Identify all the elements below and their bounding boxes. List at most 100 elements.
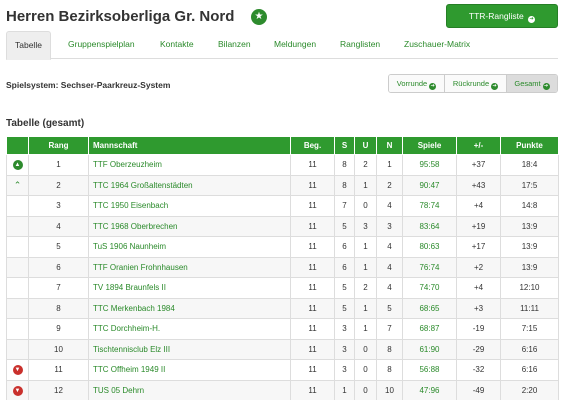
beg-cell: 11 (290, 236, 335, 258)
n-cell: 4 (376, 195, 403, 217)
team-link[interactable]: TuS 1906 Naunheim (88, 236, 291, 258)
s-cell: 1 (334, 379, 355, 400)
diff-cell: +37 (456, 154, 501, 176)
u-cell: 0 (354, 338, 377, 360)
col-beg: Beg. (290, 136, 335, 155)
team-link[interactable]: TTC 1968 Oberbrechen (88, 215, 291, 237)
move-cell (6, 236, 29, 258)
table-row: 9 TTC Dorchheim-H. 11 3 1 7 68:87 -19 7:15 (6, 318, 559, 340)
arrow-circle-icon: ➔ (542, 83, 550, 90)
chevron-up-icon: ⌃ (13, 180, 22, 191)
team-link[interactable]: TTC Dorchheim-H. (88, 318, 291, 340)
beg-cell: 11 (290, 154, 335, 176)
page-header: Herren Bezirksoberliga Gr. Nord ★ TTR-Ra… (6, 4, 558, 30)
ttr-rangliste-button[interactable]: TTR-Rangliste ➔ (446, 4, 558, 28)
spiele-link[interactable]: 95:58 (402, 154, 457, 176)
u-cell: 1 (354, 256, 377, 278)
s-cell: 5 (334, 277, 355, 299)
tab-zuschauer-matrix[interactable]: Zuschauer-Matrix (404, 39, 471, 49)
diff-cell: +43 (456, 174, 501, 196)
team-link[interactable]: TV 1894 Braunfels II (88, 277, 291, 299)
u-cell: 2 (354, 154, 377, 176)
s-cell: 7 (334, 195, 355, 217)
move-cell: ▲ (6, 154, 29, 176)
punkte-cell: 11:11 (500, 297, 559, 319)
gesamt-button[interactable]: Gesamt ➔ (507, 75, 557, 92)
move-cell: ▼ (6, 359, 29, 381)
diff-cell: -49 (456, 379, 501, 400)
spielsystem-label: Spielsystem: Sechser-Paarkreuz-System (6, 80, 171, 90)
spiele-link[interactable]: 47:96 (402, 379, 457, 400)
u-cell: 0 (354, 379, 377, 400)
diff-cell: +2 (456, 256, 501, 278)
col-diff: +/- (456, 136, 501, 155)
spiele-link[interactable]: 90:47 (402, 174, 457, 196)
tab-tabelle[interactable]: Tabelle (6, 31, 51, 60)
table-row: 4 TTC 1968 Oberbrechen 11 5 3 3 83:64 +19 13:9 (6, 215, 559, 237)
diff-cell: -19 (456, 318, 501, 340)
tab-kontakte[interactable]: Kontakte (160, 39, 194, 49)
u-cell: 0 (354, 195, 377, 217)
team-link[interactable]: TUS 05 Dehrn (88, 379, 291, 400)
team-link[interactable]: TTF Oberzeuzheim (88, 154, 291, 176)
rueckrunde-label: Rückrunde (452, 79, 490, 88)
star-icon[interactable]: ★ (251, 9, 267, 25)
spiele-link[interactable]: 61:90 (402, 338, 457, 360)
arrow-circle-icon: ➔ (429, 83, 437, 90)
spiele-link[interactable]: 78:74 (402, 195, 457, 217)
n-cell: 10 (376, 379, 403, 400)
s-cell: 3 (334, 359, 355, 381)
n-cell: 8 (376, 359, 403, 381)
move-cell (6, 256, 29, 278)
gesamt-label: Gesamt (514, 79, 541, 88)
team-link[interactable]: TTF Oranien Frohnhausen (88, 256, 291, 278)
tab-ranglisten[interactable]: Ranglisten (340, 39, 381, 49)
diff-cell: -29 (456, 338, 501, 360)
punkte-cell: 2:20 (500, 379, 559, 400)
move-cell: ▼ (6, 379, 29, 400)
team-link[interactable]: TTC Merkenbach 1984 (88, 297, 291, 319)
punkte-cell: 17:5 (500, 174, 559, 196)
beg-cell: 11 (290, 215, 335, 237)
s-cell: 8 (334, 154, 355, 176)
arrow-circle-icon: ➔ (528, 16, 536, 23)
rang-cell: 3 (28, 195, 89, 217)
spiele-link[interactable]: 74:70 (402, 277, 457, 299)
relegation-icon: ▼ (12, 385, 23, 396)
team-link[interactable]: TTC 1950 Eisenbach (88, 195, 291, 217)
team-link[interactable]: TTC 1964 Großaltenstädten (88, 174, 291, 196)
beg-cell: 11 (290, 256, 335, 278)
move-cell (6, 195, 29, 217)
tab-bilanzen[interactable]: Bilanzen (218, 39, 251, 49)
vorrunde-button[interactable]: Vorrunde ➔ (389, 75, 445, 92)
spiele-link[interactable]: 76:74 (402, 256, 457, 278)
table-row: ▲ 1 TTF Oberzeuzheim 11 8 2 1 95:58 +37 18:4 (6, 154, 559, 176)
spiele-link[interactable]: 56:88 (402, 359, 457, 381)
team-link[interactable]: Tischtennisclub Elz III (88, 338, 291, 360)
beg-cell: 11 (290, 359, 335, 381)
tab-bar: Tabelle Gruppenspielplan Kontakte Bilanz… (6, 31, 558, 60)
n-cell: 3 (376, 215, 403, 237)
spiele-link[interactable]: 80:63 (402, 236, 457, 258)
table-row: 8 TTC Merkenbach 1984 11 5 1 5 68:65 +3 11:11 (6, 297, 559, 319)
arrow-circle-icon: ➔ (491, 83, 499, 90)
team-link[interactable]: TTC Offheim 1949 II (88, 359, 291, 381)
table-row: 3 TTC 1950 Eisenbach 11 7 0 4 78:74 +4 14:8 (6, 195, 559, 217)
rang-cell: 7 (28, 277, 89, 299)
spiele-link[interactable]: 83:64 (402, 215, 457, 237)
spiele-link[interactable]: 68:87 (402, 318, 457, 340)
n-cell: 8 (376, 338, 403, 360)
spiele-link[interactable]: 68:65 (402, 297, 457, 319)
tab-gruppenspielplan[interactable]: Gruppenspielplan (68, 39, 135, 49)
move-cell (6, 215, 29, 237)
punkte-cell: 13:9 (500, 215, 559, 237)
ttr-button-label: TTR-Rangliste (468, 11, 524, 21)
rueckrunde-button[interactable]: Rückrunde ➔ (445, 75, 507, 92)
vorrunde-label: Vorrunde (396, 79, 428, 88)
diff-cell: +4 (456, 195, 501, 217)
s-cell: 5 (334, 297, 355, 319)
tab-meldungen[interactable]: Meldungen (274, 39, 317, 49)
punkte-cell: 6:16 (500, 338, 559, 360)
rang-cell: 5 (28, 236, 89, 258)
u-cell: 2 (354, 277, 377, 299)
